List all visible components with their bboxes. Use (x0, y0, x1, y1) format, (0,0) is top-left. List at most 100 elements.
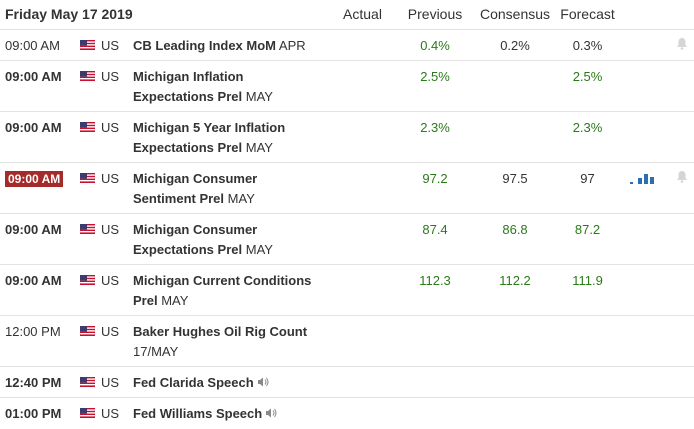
country: US (101, 366, 130, 398)
event-period: MAY (227, 191, 255, 206)
event-row[interactable]: 09:00 AM US Michigan Consumer Expectations… (0, 213, 694, 265)
column-header: Forecast (555, 0, 621, 30)
speech-icon (257, 377, 269, 387)
event-cell: Michigan Inflation Expectations Prel MAY (130, 60, 331, 112)
flag-cell (79, 315, 101, 367)
event-row[interactable]: 12:40 PM US Fed Clarida Speech (0, 366, 694, 398)
country: US (101, 315, 130, 367)
event-name: Fed Clarida Speech (133, 375, 254, 390)
consensus: 86.8 (475, 213, 556, 265)
us-flag (79, 172, 96, 184)
previous (395, 366, 476, 398)
flag-cell (79, 29, 101, 61)
us-flag (79, 325, 96, 337)
previous: 97.2 (395, 162, 476, 214)
actual (330, 366, 396, 398)
alert-bell[interactable] (676, 170, 688, 183)
event-period: MAY (245, 89, 273, 104)
consensus: 0.2% (475, 29, 556, 61)
date: Friday May 17 2019 (0, 0, 331, 30)
flag-cell (79, 111, 101, 163)
consensus (475, 398, 555, 428)
event-period: MAY (245, 242, 273, 257)
consensus (475, 366, 556, 398)
country: US (101, 264, 130, 316)
event-row[interactable]: 09:00 AM US Michigan Inflation Expectation… (0, 60, 694, 112)
spacer (620, 0, 694, 30)
previous (395, 315, 476, 367)
time-cell: 09:00 AM (0, 29, 80, 61)
time-cell: 09:00 AM (0, 264, 80, 316)
event-row[interactable]: 09:00 AM US Michigan Consumer Sentiment Pr… (0, 162, 694, 214)
actual (330, 315, 396, 367)
consensus (475, 60, 556, 112)
flag-cell (79, 60, 101, 112)
time: 12:00 PM (5, 324, 61, 339)
us-flag (79, 274, 96, 286)
column-header: Consensus (475, 0, 556, 30)
previous: 2.5% (395, 60, 476, 112)
forecast: 2.5% (555, 60, 621, 112)
time: 09:00 AM (5, 120, 62, 135)
time: 09:00 AM (5, 38, 60, 53)
time: 09:00 AM (5, 273, 62, 288)
forecast: 2.3% (555, 111, 621, 163)
event-row[interactable]: 12:00 PM US Baker Hughes Oil Rig Count 17/… (0, 315, 694, 367)
event-row[interactable]: 09:00 AM US CB Leading Index MoM APR 0.4% 0.… (0, 29, 694, 61)
icons-cell (620, 398, 694, 428)
actual (330, 264, 396, 316)
alert-bell[interactable] (676, 37, 688, 50)
country: US (101, 29, 130, 61)
forecast: 0.3% (555, 29, 621, 61)
event-row[interactable]: 09:00 AM US Michigan Current Conditions Pr… (0, 264, 694, 316)
us-flag (79, 376, 96, 388)
speech-icon (266, 408, 277, 418)
time: 01:00 PM (5, 406, 62, 421)
event-cell: Michigan 5 Year Inflation Expectations P… (130, 111, 331, 163)
time-cell: 09:00 AM (0, 60, 80, 112)
time: 09:00 AM (5, 171, 64, 187)
flag-cell (79, 366, 101, 398)
icons-cell (620, 60, 694, 112)
us-flag (79, 121, 96, 133)
time-cell: 09:00 AM (0, 162, 80, 214)
column-header: Previous (395, 0, 476, 30)
column-header: Actual (330, 0, 396, 30)
consensus: 112.2 (475, 264, 556, 316)
event-cell: Baker Hughes Oil Rig Count 17/MAY (130, 315, 331, 367)
icons-cell (620, 29, 694, 61)
consensus (475, 111, 556, 163)
event-name: CB Leading Index MoM (133, 38, 276, 53)
time: 09:00 AM (5, 69, 62, 84)
event-period: MAY (161, 293, 189, 308)
icons-cell (620, 264, 694, 316)
actual (330, 29, 396, 61)
country: US (101, 60, 130, 112)
event-row[interactable]: 01:00 PM US Fed Williams Speech (0, 398, 694, 428)
actual (330, 111, 396, 163)
event-period: APR (278, 38, 306, 53)
actual (330, 213, 396, 265)
event-name: Michigan Consumer Expectations Prel (133, 222, 258, 257)
previous (395, 398, 475, 428)
time-cell: 12:00 PM (0, 315, 80, 367)
event-name: Michigan 5 Year Inflation Expectations P… (133, 120, 286, 155)
time: 12:40 PM (5, 375, 62, 390)
previous: 87.4 (395, 213, 476, 265)
event-cell: Michigan Consumer Sentiment Prel MAY (130, 162, 331, 214)
flag-cell (79, 162, 101, 214)
previous: 2.3% (395, 111, 476, 163)
forecast: 97 (555, 162, 621, 214)
icons-cell (620, 366, 694, 398)
event-period: 17/MAY (133, 344, 179, 359)
chart-icon[interactable] (630, 171, 660, 187)
time-cell: 09:00 AM (0, 213, 80, 265)
forecast: 87.2 (555, 213, 621, 265)
header-row: Friday May 17 2019 Actual Previous Conse… (0, 0, 694, 30)
event-row[interactable]: 09:00 AM US Michigan 5 Year Inflation Expe… (0, 111, 694, 163)
flag-cell (79, 264, 101, 316)
event-name: Michigan Inflation Expectations Prel (133, 69, 244, 104)
us-flag (79, 407, 96, 419)
